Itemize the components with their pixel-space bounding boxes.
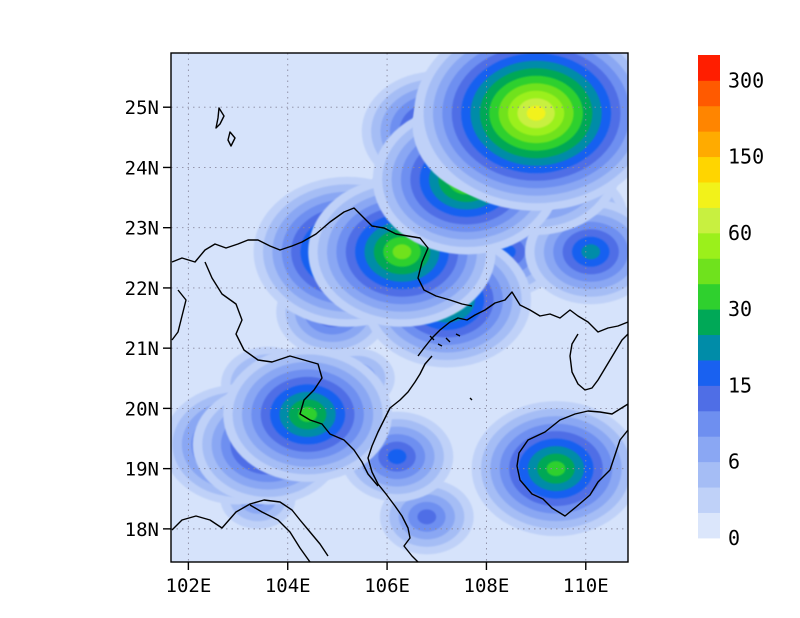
rain-contour-band [581, 244, 601, 260]
cambodia-border [249, 504, 311, 562]
colorbar-swatch [698, 436, 720, 463]
colorbar-labels: 0 6 15 30 60 150 300 [728, 68, 764, 550]
colorbar-label: 300 [728, 68, 764, 92]
colorbar-swatch [698, 258, 720, 285]
lon-tick-label: 108E [464, 575, 510, 597]
precipitation-field [171, 53, 628, 555]
colorbar-swatch [698, 283, 720, 310]
thailand-laos-border [171, 499, 329, 557]
colorbar-label: 15 [728, 373, 752, 397]
lat-tick-label: 22N [125, 278, 159, 300]
rain-contour-band [387, 449, 407, 465]
colorbar-swatch [698, 334, 720, 361]
map-gridlines [171, 53, 628, 562]
laos-vietnam-border [204, 261, 379, 487]
rain-contour-band [526, 105, 546, 121]
colorbar-swatch [698, 156, 720, 183]
lon-tick-label: 104E [265, 575, 311, 597]
colorbar-label: 0 [728, 526, 740, 550]
colorbar-swatch [698, 512, 720, 539]
lat-tick-label: 23N [125, 218, 159, 240]
lat-tick-label: 25N [125, 97, 159, 119]
colorbar: 0 6 15 30 60 150 300 [698, 55, 764, 550]
colorbar-swatch [698, 410, 720, 437]
lat-tick-label: 24N [125, 157, 159, 179]
coastlines-and-borders [171, 107, 628, 562]
colorbar-swatch [698, 105, 720, 132]
colorbar-swatch [698, 182, 720, 208]
hainan-island-outline [516, 403, 628, 517]
colorbar-label: 6 [728, 450, 740, 474]
laos-border-west [171, 289, 187, 341]
colorbar-swatch [698, 461, 720, 488]
map-panel: 25N 24N 23N 22N 21N 20N 19N 18N 102E 104E 106E 108… [125, 52, 629, 597]
rain-contour-band [392, 244, 412, 260]
china-vietnam-border [171, 207, 473, 307]
vietnam-coast [367, 355, 433, 562]
lon-tick-label: 110E [563, 575, 609, 597]
map-frame [170, 52, 629, 563]
gulf-islands [429, 333, 473, 401]
rain-contour-band [417, 509, 437, 525]
colorbar-swatch [698, 487, 720, 513]
latitude-axis: 25N 24N 23N 22N 21N 20N 19N 18N [125, 97, 171, 541]
lon-tick-label: 106E [364, 575, 410, 597]
lake-er-outline [227, 131, 236, 147]
colorbar-label: 30 [728, 297, 752, 321]
colorbar-swatch [698, 232, 720, 259]
colorbar-swatch [698, 131, 720, 158]
colorbar-swatch [698, 309, 720, 336]
colorbar-swatch [698, 385, 720, 412]
colorbar-swatch [698, 360, 720, 386]
leizhou-peninsula [569, 333, 628, 391]
longitude-axis: 102E 104E 106E 108E 110E [166, 562, 609, 597]
colorbar-swatch [698, 80, 720, 107]
colorbar-label: 150 [728, 145, 764, 169]
colorbar-swatches [698, 55, 720, 539]
colorbar-swatch [698, 55, 720, 81]
lat-tick-label: 21N [125, 338, 159, 360]
lat-tick-label: 19N [125, 459, 159, 481]
lon-tick-label: 102E [166, 575, 212, 597]
lat-tick-label: 20N [125, 398, 159, 420]
rain-contour-band [546, 461, 566, 477]
colorbar-label: 60 [728, 221, 752, 245]
rain-contour-band [298, 406, 317, 422]
guangdong-coast [417, 291, 628, 357]
lat-tick-label: 18N [125, 519, 159, 541]
colorbar-swatch [698, 207, 720, 234]
lake-dian-outline [215, 107, 225, 129]
